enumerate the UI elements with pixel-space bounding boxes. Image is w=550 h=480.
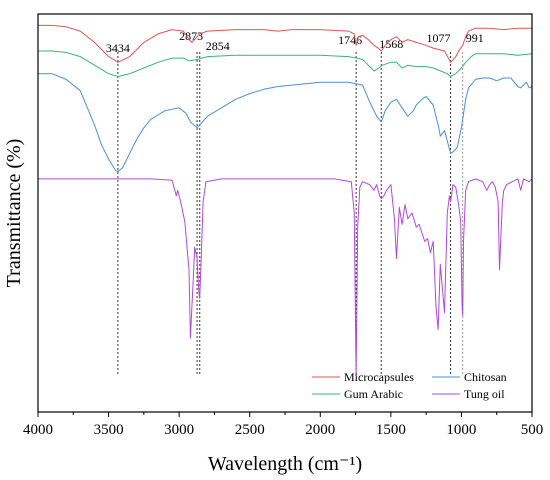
x-tick-label: 1500 xyxy=(376,422,406,438)
annotation-label: 991 xyxy=(466,31,484,45)
legend-label: Tung oil xyxy=(464,387,505,401)
annotation-label: 1077 xyxy=(427,31,451,45)
series-layer xyxy=(38,24,533,376)
x-tick-label: 2000 xyxy=(305,422,335,438)
x-axis-ticks: 4000 3500 3000 2500 2000 1500 1000 500 xyxy=(23,412,543,438)
legend: Microcapsules Chitosan Gum Arabic Tung oil xyxy=(312,370,507,401)
plot-frame xyxy=(37,13,533,413)
x-tick-label: 500 xyxy=(521,422,544,438)
x-tick-label: 1000 xyxy=(446,422,476,438)
annotation-label: 2873 xyxy=(179,29,203,43)
series-line-gum-arabic xyxy=(38,50,533,77)
x-tick-label: 3500 xyxy=(94,422,124,438)
x-tick-label: 4000 xyxy=(23,422,53,438)
annotation-label: 1568 xyxy=(379,37,403,51)
x-axis-title: Wavelength (cm⁻¹) xyxy=(208,453,362,475)
x-tick-label: 2500 xyxy=(235,422,265,438)
series-line-chitosan xyxy=(38,73,533,173)
legend-label: Chitosan xyxy=(464,370,507,384)
legend-label: Gum Arabic xyxy=(344,387,403,401)
annotation-label: 3434 xyxy=(106,41,130,55)
annotation-label: 1746 xyxy=(338,33,362,47)
x-tick-label: 3000 xyxy=(164,422,194,438)
series-line-microcapsules xyxy=(38,24,532,63)
legend-label: Microcapsules xyxy=(344,370,414,384)
series-line-tung-oil xyxy=(38,178,533,376)
annotation-label: 2854 xyxy=(206,39,230,53)
y-axis-title: Transmittance (%) xyxy=(3,139,25,288)
